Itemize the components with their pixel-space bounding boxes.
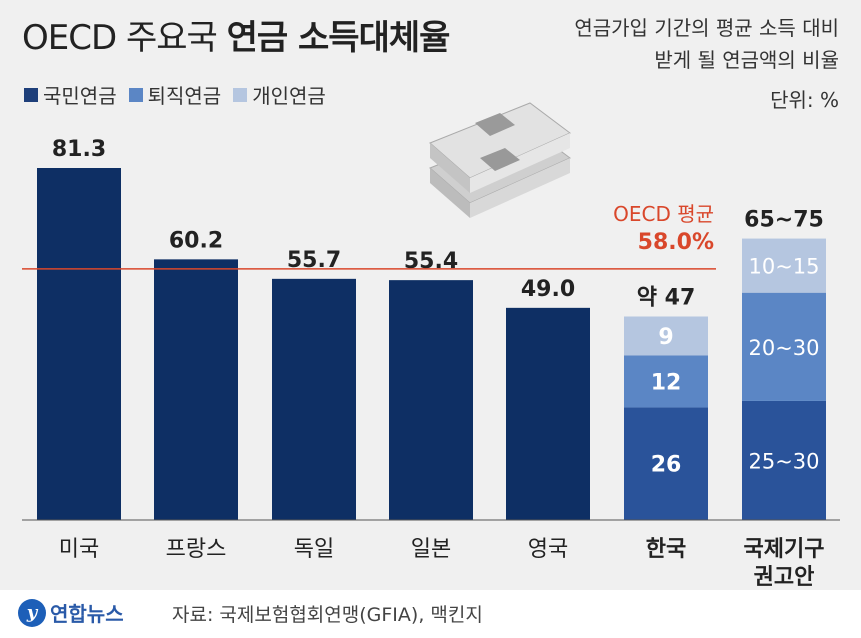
legend-label-personal: 개인연금 xyxy=(252,84,326,108)
bar-3 xyxy=(272,278,356,520)
legend-label-national: 국민연금 xyxy=(43,84,117,108)
logo-text: 연합뉴스 xyxy=(50,602,124,626)
legend-item-national: 국민연금 xyxy=(24,80,117,109)
yonhap-logo-icon: y xyxy=(18,598,46,627)
oecd-average-value: 58.0% xyxy=(638,230,714,255)
legend-label-retirement: 퇴직연금 xyxy=(147,84,222,108)
category-label-7: 국제기구 xyxy=(744,537,825,562)
source-note: 자료: 국제보험협회연맹(GFIA), 맥킨지 xyxy=(172,604,483,626)
bar-5 xyxy=(506,307,590,520)
category-label-2: 프랑스 xyxy=(166,537,227,562)
stack-total-label-1: 약 47 xyxy=(637,286,696,311)
legend-swatch-personal xyxy=(233,87,248,102)
money-stack-icon xyxy=(429,102,571,218)
chart-title: OECD 주요국 연금 소득대체율 xyxy=(22,10,451,59)
legend-swatch-retirement xyxy=(128,87,143,102)
title-bold: 연금 소득대체율 xyxy=(226,18,451,58)
bar-value-label-2: 60.2 xyxy=(169,228,223,253)
stack-1-segment-3 xyxy=(624,316,708,356)
category-label-3: 독일 xyxy=(294,537,334,562)
legend-item-retirement: 퇴직연금 xyxy=(128,80,222,109)
category-label-4: 일본 xyxy=(411,537,451,562)
chart-subtitle: 연금가입 기간의 평균 소득 대비 받게 될 연금액의 비율 xyxy=(574,12,839,76)
stack-1-segment-1 xyxy=(624,407,708,520)
stack-2-segment-1 xyxy=(742,400,826,520)
subtitle-line-1: 연금가입 기간의 평균 소득 대비 xyxy=(574,16,839,40)
category-label-7-line2: 권고안 xyxy=(754,565,815,590)
legend-item-personal: 개인연금 xyxy=(233,80,326,109)
stack-2-segment-label-3: 10~15 xyxy=(748,255,819,279)
stack-2-segment-label-2: 20~30 xyxy=(748,336,819,360)
stack-1-segment-label-3: 9 xyxy=(658,325,673,350)
stack-1-segment-label-1: 26 xyxy=(651,453,682,478)
footer: y 연합뉴스 자료: 국제보험협회연맹(GFIA), 맥킨지 xyxy=(0,590,861,638)
legend: 국민연금 퇴직연금 개인연금 xyxy=(24,80,326,109)
category-label-5: 영국 xyxy=(528,537,568,562)
oecd-average-label: OECD 평균 xyxy=(613,202,714,226)
yonhap-logo: y 연합뉴스 xyxy=(18,598,124,627)
bar-value-label-4: 55.4 xyxy=(404,249,458,274)
bar-value-label-1: 81.3 xyxy=(52,137,106,162)
category-label-6: 한국 xyxy=(646,537,686,562)
stack-total-label-2: 65~75 xyxy=(744,208,824,233)
bar-4 xyxy=(389,280,473,520)
legend-swatch-national xyxy=(24,87,38,102)
stack-2-segment-3 xyxy=(742,238,826,293)
subtitle-line-2: 받게 될 연금액의 비율 xyxy=(654,48,839,72)
title-light: OECD 주요국 xyxy=(22,18,218,58)
category-label-1: 미국 xyxy=(59,537,99,562)
stack-1-segment-label-2: 12 xyxy=(651,370,682,395)
stack-2-segment-2 xyxy=(742,292,826,401)
bar-2 xyxy=(154,259,238,520)
bar-value-label-5: 49.0 xyxy=(521,277,575,302)
unit-label: 단위: % xyxy=(770,88,839,112)
stack-1-segment-2 xyxy=(624,355,708,408)
stack-2-segment-label-1: 25~30 xyxy=(748,449,819,473)
bar-1 xyxy=(37,168,121,520)
